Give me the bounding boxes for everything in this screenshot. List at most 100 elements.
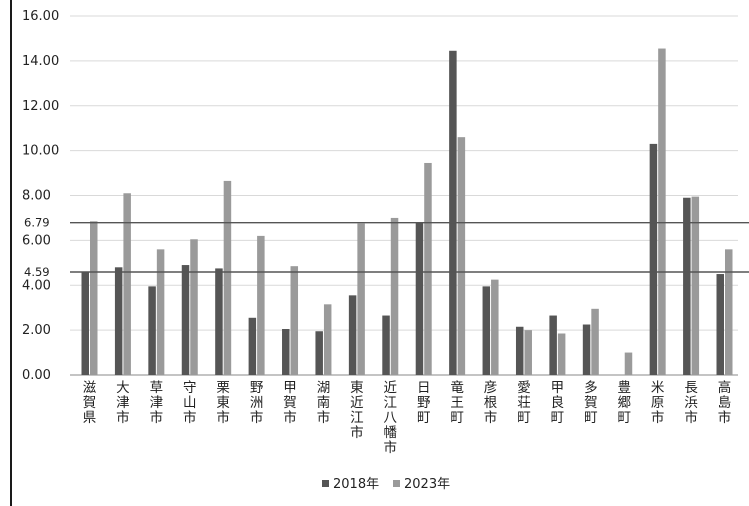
bars bbox=[81, 48, 733, 376]
x-tick-label-char: 市 bbox=[384, 439, 398, 456]
y-tick-label: 8.00 bbox=[22, 189, 51, 204]
y-tick-label: 0.00 bbox=[22, 368, 51, 383]
x-tick-label-char: 栗 bbox=[216, 380, 230, 396]
y-tick-label: 10.00 bbox=[22, 144, 59, 159]
x-tick-label-char: 竜 bbox=[450, 379, 464, 396]
x-tick-label-char: 甲 bbox=[551, 380, 565, 396]
x-tick-label-char: 洲 bbox=[250, 395, 264, 411]
legend-label: 2023年 bbox=[404, 477, 450, 492]
bar-2018 bbox=[382, 315, 390, 375]
y-axis-ticks: 0.00 2.00 4.00 6.00 8.00 10.00 12.00 14.00 16.00 bbox=[22, 9, 59, 383]
x-tick-label-char: 愛 bbox=[517, 380, 531, 396]
x-tick-label: 野洲市 bbox=[250, 380, 264, 426]
reference-line-label: 4.59 bbox=[24, 265, 50, 279]
x-tick-label-char: 米 bbox=[651, 380, 665, 396]
x-tick-label-char: 津 bbox=[116, 395, 130, 411]
bar-2023 bbox=[257, 235, 265, 375]
x-tick-label-char: 根 bbox=[484, 395, 498, 411]
x-tick-label-char: 町 bbox=[450, 410, 464, 426]
x-tick-label-char: 市 bbox=[250, 409, 264, 426]
bar-2023 bbox=[457, 137, 466, 375]
x-tick-label-char: 賀 bbox=[584, 395, 598, 411]
x-tick-label-char: 市 bbox=[651, 409, 665, 426]
x-tick-label: 大津市 bbox=[116, 380, 130, 426]
bar-2023 bbox=[123, 193, 131, 375]
bar-2018 bbox=[482, 286, 491, 375]
x-tick-label-char: 市 bbox=[216, 409, 230, 426]
bar-2023 bbox=[290, 266, 299, 375]
x-tick-label-char: 荘 bbox=[517, 395, 531, 411]
x-tick-label-char: 市 bbox=[317, 409, 331, 426]
bar-2023 bbox=[323, 304, 332, 375]
x-tick-label: 滋賀県 bbox=[83, 380, 97, 426]
x-tick-label: 湖南市 bbox=[317, 380, 331, 426]
x-tick-label: 甲良町 bbox=[551, 380, 565, 426]
bar-2018 bbox=[415, 222, 424, 375]
x-tick-label-char: 守 bbox=[183, 380, 197, 396]
legend-label: 2018年 bbox=[333, 477, 379, 492]
y-tick-label: 2.00 bbox=[22, 323, 51, 338]
x-axis-labels: 滋賀県大津市草津市守山市栗東市野洲市甲賀市湖南市東近江市近江八幡市日野町竜王町彦… bbox=[83, 379, 732, 456]
x-tick-label-char: 江 bbox=[384, 395, 398, 411]
bar-2023 bbox=[90, 221, 98, 375]
x-tick-label: 草津市 bbox=[150, 380, 164, 426]
bar-2018 bbox=[114, 267, 123, 375]
bar-2023 bbox=[357, 223, 365, 375]
x-tick-label-char: 草 bbox=[150, 380, 164, 396]
y-tick-label: 16.00 bbox=[22, 9, 59, 24]
bar-2023 bbox=[524, 330, 532, 375]
y-tick-label: 12.00 bbox=[22, 99, 59, 114]
x-tick-label-char: 山 bbox=[183, 395, 197, 411]
bar-2023 bbox=[658, 48, 666, 376]
x-tick-label-char: 長 bbox=[684, 380, 698, 396]
bar-2018 bbox=[181, 265, 190, 375]
x-tick-label-char: 町 bbox=[584, 410, 598, 426]
x-tick-label-char: 甲 bbox=[283, 380, 297, 396]
bar-2023 bbox=[624, 352, 633, 375]
x-tick-label-char: 市 bbox=[283, 409, 297, 426]
bar-2023 bbox=[691, 196, 700, 375]
x-tick-label-char: 市 bbox=[150, 409, 164, 426]
x-tick-label-char: 良 bbox=[551, 395, 565, 411]
x-tick-label-char: 彦 bbox=[484, 380, 498, 396]
x-tick-label-char: 近 bbox=[350, 395, 364, 411]
bar-2018 bbox=[315, 331, 323, 375]
x-tick-label-char: 滋 bbox=[83, 380, 97, 396]
bar-2018 bbox=[582, 324, 591, 375]
x-tick-label-char: 幡 bbox=[384, 425, 398, 441]
x-tick-label-char: 東 bbox=[216, 395, 230, 411]
x-tick-label-char: 市 bbox=[116, 409, 130, 426]
x-tick-label: 愛荘町 bbox=[517, 380, 531, 426]
bar-2018 bbox=[282, 329, 290, 375]
x-tick-label-char: 県 bbox=[83, 410, 97, 426]
y-tick-label: 4.00 bbox=[22, 278, 51, 293]
bar-2023 bbox=[156, 249, 165, 375]
left-border-line bbox=[10, 0, 12, 506]
bar-2023 bbox=[424, 162, 432, 375]
bar-2023 bbox=[591, 308, 599, 375]
x-tick-label-char: 島 bbox=[718, 395, 732, 411]
gridlines bbox=[70, 15, 738, 376]
bar-2023 bbox=[557, 333, 566, 375]
x-tick-label-char: 町 bbox=[517, 410, 531, 426]
bar-2018 bbox=[81, 271, 89, 375]
x-tick-label-char: 市 bbox=[484, 409, 498, 426]
x-tick-label-char: 近 bbox=[384, 380, 398, 396]
x-tick-label-char: 湖 bbox=[317, 380, 331, 396]
x-tick-label-char: 日 bbox=[417, 380, 431, 396]
bar-2023 bbox=[223, 180, 232, 375]
x-tick-label-char: 江 bbox=[350, 410, 364, 426]
x-tick-label-char: 原 bbox=[651, 395, 665, 411]
bar-2023 bbox=[725, 249, 733, 375]
x-tick-label-char: 高 bbox=[718, 379, 732, 396]
x-tick-label-char: 市 bbox=[684, 409, 698, 426]
bar-2018 bbox=[348, 295, 357, 375]
x-tick-label-char: 野 bbox=[250, 380, 264, 396]
x-tick-label: 米原市 bbox=[651, 380, 665, 426]
x-tick-label: 栗東市 bbox=[216, 380, 230, 426]
x-tick-label-char: 市 bbox=[183, 409, 197, 426]
x-tick-label-char: 町 bbox=[617, 410, 631, 426]
x-tick-label-char: 津 bbox=[150, 395, 164, 411]
